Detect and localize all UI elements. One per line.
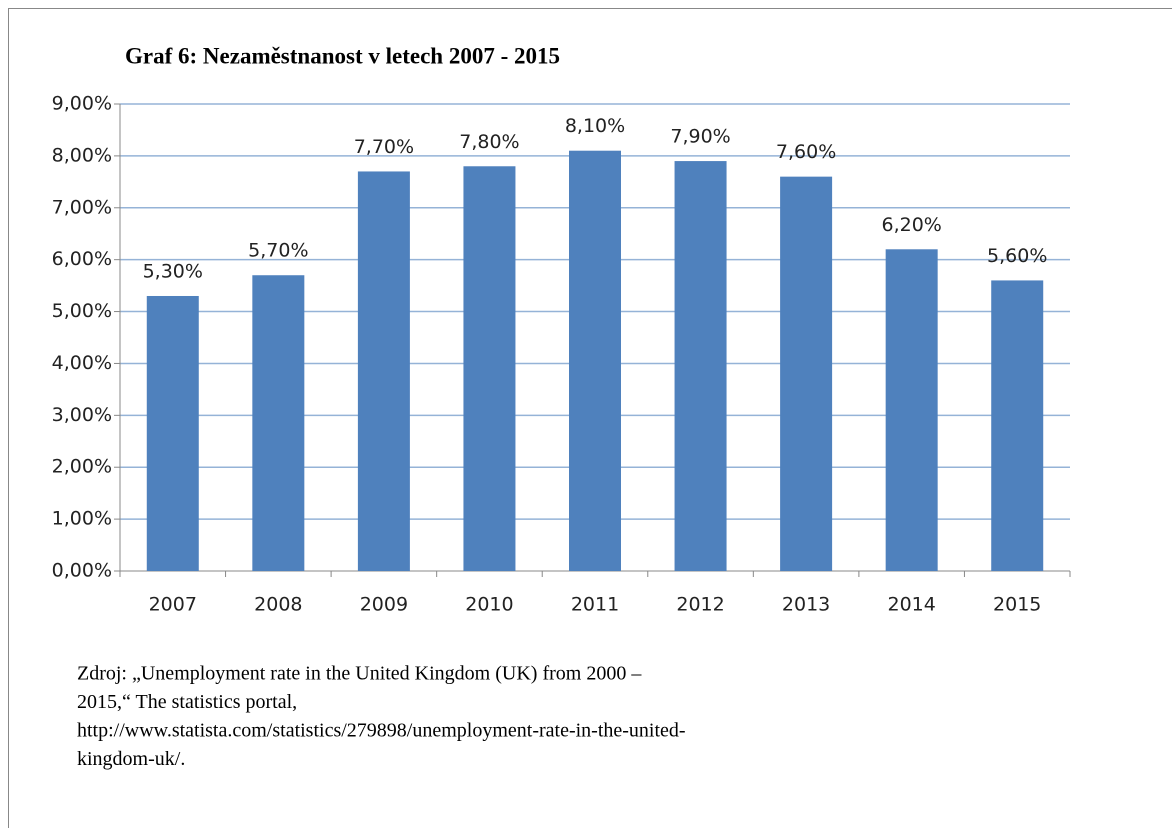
chart-title: Graf 6: Nezaměstnanost v letech 2007 - 2… [125, 43, 560, 68]
y-tick-label: 4,00% [52, 352, 112, 374]
x-tick-label: 2007 [149, 594, 197, 616]
data-label: 7,90% [670, 126, 730, 148]
y-tick-label: 8,00% [52, 144, 112, 166]
frame [8, 8, 1172, 828]
x-tick-label: 2010 [465, 594, 513, 616]
x-tick-label: 2015 [993, 594, 1041, 616]
bar [252, 275, 305, 571]
bar [357, 171, 410, 571]
x-tick-label: 2013 [782, 594, 830, 616]
x-tick-label: 2009 [360, 594, 408, 616]
y-tick-label: 6,00% [52, 248, 112, 270]
data-label: 6,20% [881, 214, 941, 236]
bar [780, 176, 833, 571]
source-note: http://www.statista.com/statistics/27989… [77, 720, 686, 742]
y-tick-label: 2,00% [52, 456, 112, 478]
bar [991, 280, 1044, 571]
data-label: 7,60% [776, 141, 836, 163]
source-note: kingdom-uk/. [77, 748, 185, 770]
data-label: 5,70% [248, 240, 308, 262]
data-label: 8,10% [565, 115, 625, 137]
bar [463, 166, 516, 571]
bar [146, 295, 199, 571]
data-label: 7,70% [354, 136, 414, 158]
data-label: 5,60% [987, 245, 1047, 267]
y-tick-label: 1,00% [52, 508, 112, 530]
x-tick-label: 2012 [676, 594, 724, 616]
source-note: Zdroj: „Unemployment rate in the United … [77, 663, 642, 685]
x-tick-label: 2008 [254, 594, 302, 616]
source-note: 2015,“ The statistics portal, [77, 691, 297, 713]
y-tick-label: 3,00% [52, 404, 112, 426]
y-tick-label: 9,00% [52, 93, 112, 115]
data-label: 7,80% [459, 131, 519, 153]
y-tick-label: 0,00% [52, 560, 112, 582]
x-tick-label: 2014 [887, 594, 935, 616]
y-tick-label: 7,00% [52, 196, 112, 218]
data-label: 5,30% [143, 260, 203, 282]
x-tick-label: 2011 [571, 594, 619, 616]
bar [674, 161, 727, 572]
bar [569, 150, 621, 571]
y-tick-label: 5,00% [52, 300, 112, 322]
bar [885, 249, 938, 572]
